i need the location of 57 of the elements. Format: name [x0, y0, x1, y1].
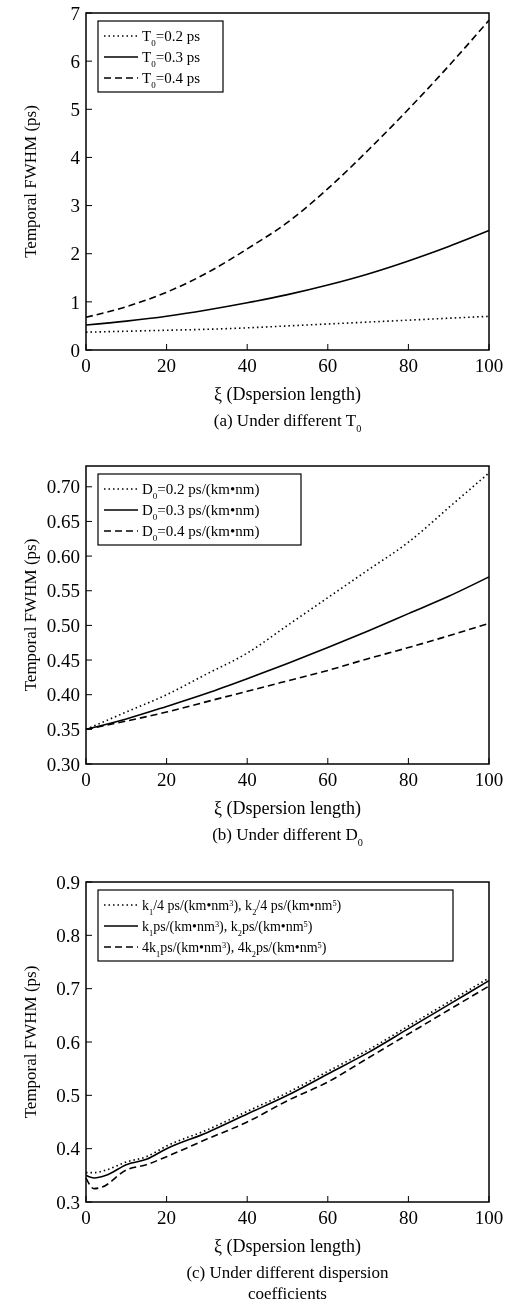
y-tick-label: 0.5 [56, 1084, 80, 1106]
text: (c) Under different dispersion coefficients [186, 1263, 390, 1303]
x-tick-label: 60 [318, 769, 338, 790]
y-tick-label: 3 [70, 195, 80, 217]
y-tick-label: 0 [70, 339, 80, 361]
x-tick-label: 80 [398, 355, 418, 376]
x-tick-label: 20 [157, 769, 177, 790]
y-tick-label: 0.70 [46, 476, 80, 498]
y-tick-label: 1 [70, 291, 80, 313]
y-tick-label: 0.50 [46, 615, 80, 637]
x-tick-label: 60 [318, 355, 338, 376]
y-tick-label: 0.55 [46, 580, 80, 602]
y-tick-label: 0.6 [56, 1031, 80, 1053]
y-tick-label: 0.65 [46, 511, 80, 533]
text: 4k$_{1}$ps/(km•nm$^{3}$), 4k$_{2}$ps/(km•nm$^{5}$) [142, 939, 327, 959]
x-tick-label: 60 [318, 1207, 338, 1228]
text: (b) Under different D$_{0}$ [212, 825, 363, 848]
y-tick-label: 5 [70, 98, 80, 120]
y-axis-title: Temporal FWHM (ps) [21, 538, 40, 692]
y-tick-label: 0.35 [46, 719, 80, 740]
y-tick-label: 0.7 [56, 978, 80, 1000]
y-tick-label: 0.3 [56, 1191, 80, 1213]
x-tick-label: 40 [237, 1207, 257, 1228]
y-axis-title: Temporal FWHM (ps) [21, 105, 40, 258]
y-tick-label: 0.30 [46, 753, 80, 775]
x-tick-label: 40 [237, 355, 257, 376]
x-axis-title: ξ (Dspersion length) [214, 1236, 361, 1257]
y-tick-label: 0.45 [46, 649, 80, 671]
legend-label: D$_{0}$=0.3 ps/(km•nm) [142, 502, 260, 523]
legend-label: T$_{0}$=0.4 ps [142, 70, 201, 91]
y-tick-label: 6 [70, 50, 80, 72]
x-tick-label: 100 [474, 769, 504, 790]
y-tick-label: 0.8 [56, 924, 80, 946]
text: k$_{1}$/4 ps/(km•nm$^{3}$), k$_{2}$/4 ps/(km•nm$^{5}$) [142, 897, 342, 917]
x-tick-label: 40 [237, 769, 257, 790]
y-tick-label: 0.9 [56, 871, 80, 893]
y-axis-title: Temporal FWHM (ps) [21, 965, 40, 1119]
x-tick-label: 80 [398, 769, 418, 790]
y-tick-label: 7 [70, 2, 80, 24]
y-tick-label: 0.60 [46, 545, 80, 567]
text: k$_{1}$ps/(km•nm$^{3}$), k$_{2}$ps/(km•nm$^{5}$) [142, 918, 313, 938]
legend-label: D$_{0}$=0.4 ps/(km•nm) [142, 523, 260, 544]
x-tick-label: 80 [398, 1207, 418, 1228]
legend-label: T$_{0}$=0.2 ps [142, 28, 201, 49]
y-tick-label: 0.4 [56, 1138, 81, 1160]
x-axis-title: ξ (Dspersion length) [214, 798, 361, 819]
x-axis-title: ξ (Dspersion length) [214, 384, 361, 405]
text: (a) Under different T$_{0}$ [213, 411, 362, 434]
x-tick-label: 20 [157, 1207, 177, 1228]
y-tick-label: 2 [70, 243, 80, 265]
legend-label: T$_{0}$=0.3 ps [142, 49, 201, 70]
legend-label: D$_{0}$=0.2 ps/(km•nm) [142, 481, 260, 502]
x-tick-label: 100 [474, 1207, 504, 1228]
x-tick-label: 20 [157, 355, 177, 376]
y-tick-label: 0.40 [46, 684, 80, 706]
x-tick-label: 100 [474, 355, 504, 376]
y-tick-label: 4 [70, 147, 81, 169]
